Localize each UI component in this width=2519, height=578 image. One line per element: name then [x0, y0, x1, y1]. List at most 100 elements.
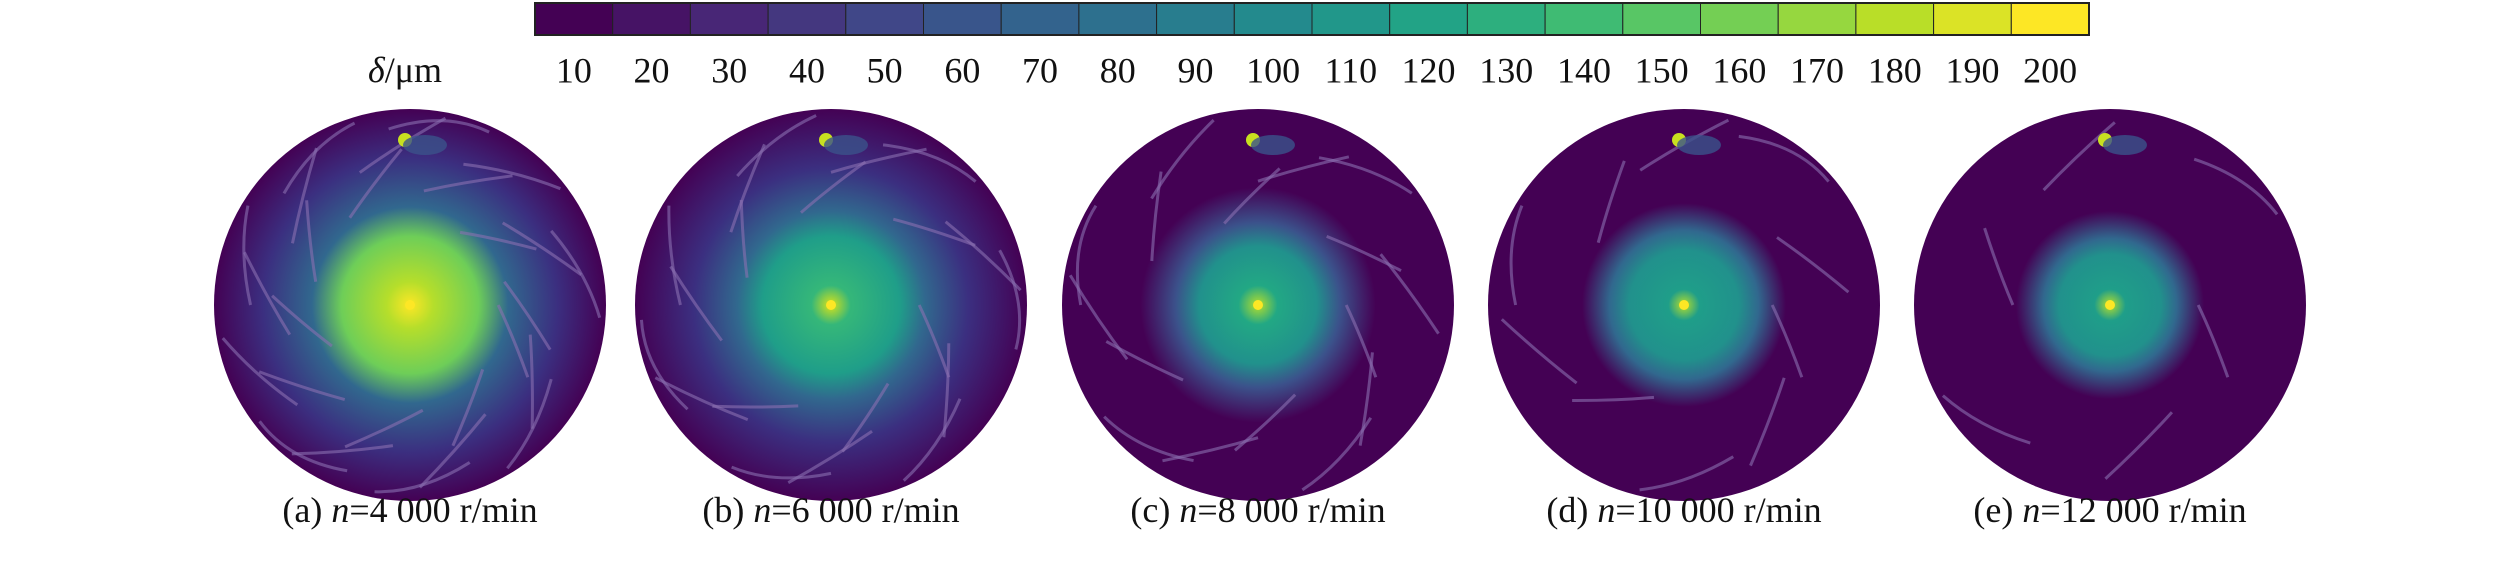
streak: [1596, 160, 1626, 244]
streak: [463, 162, 561, 191]
streak: [902, 398, 962, 482]
streak: [1500, 318, 1578, 385]
tick-label: 80: [1100, 50, 1136, 90]
color-step: [1933, 2, 2012, 36]
streak: [1105, 340, 1184, 382]
color-step: [689, 2, 769, 36]
caption-variable: n: [753, 490, 771, 530]
streak: [1150, 119, 1215, 200]
disks: (a) n=4 000 r/min (b) n=6 000 r/min (c) n=…: [214, 109, 2306, 530]
streak: [1941, 394, 2031, 445]
color-step: [1700, 2, 1779, 36]
streak: [892, 217, 976, 247]
streak: [243, 251, 292, 336]
color-step: [1233, 2, 1313, 36]
streak: [1770, 304, 1804, 378]
colorbar: 10 20 30 40 50 60 70 80 90 100 110 120 130 140 150 160 1…: [534, 2, 2090, 90]
tick-label: 170: [1790, 50, 1844, 90]
streak: [506, 378, 553, 470]
symbol: δ: [368, 50, 386, 90]
streak: [731, 465, 832, 480]
caption-text: =10 000 r/min: [1615, 490, 1821, 530]
tick-label: 50: [867, 50, 903, 90]
streak: [1738, 134, 1830, 183]
streak: [282, 121, 356, 195]
streak: [739, 199, 749, 278]
streak: [1749, 377, 1786, 467]
caption-text: =6 000 r/min: [771, 490, 959, 530]
streak: [271, 294, 333, 348]
caption-tag: (d): [1546, 490, 1597, 530]
streak: [1776, 236, 1850, 294]
tick-label: 70: [1022, 50, 1058, 90]
color-step: [767, 2, 847, 36]
caption-text: =12 000 r/min: [2040, 490, 2246, 530]
tick-label: 10: [556, 50, 592, 90]
caption-variable: n: [1179, 490, 1197, 530]
caption-variable: n: [2022, 490, 2040, 530]
streak: [2104, 411, 2174, 480]
disk-panel: (a) n=4 000 r/min: [214, 109, 606, 530]
color-step: [1544, 2, 1624, 36]
tick-label: 160: [1712, 50, 1766, 90]
color-step: [1777, 2, 1857, 36]
caption: (b) n=6 000 r/min: [702, 490, 959, 530]
streak: [1068, 274, 1129, 361]
color-step: [923, 2, 1002, 36]
streak: [1318, 156, 1413, 195]
streak: [1572, 395, 1655, 403]
streak: [917, 304, 951, 378]
streak: [1162, 436, 1259, 463]
tick-label: 140: [1557, 50, 1611, 90]
tick-label: 60: [944, 50, 980, 90]
tick-label: 200: [2023, 50, 2077, 90]
inlet-plume: [824, 135, 868, 155]
streak: [736, 114, 817, 177]
streak: [501, 221, 583, 276]
caption-tag: (b): [702, 490, 753, 530]
caption-variable: n: [1597, 490, 1615, 530]
streak: [221, 337, 299, 407]
streak: [1075, 204, 1098, 306]
streak: [374, 461, 471, 494]
streak: [882, 143, 977, 183]
streak: [998, 249, 1022, 350]
caption: (c) n=8 000 r/min: [1130, 490, 1385, 530]
streak: [1223, 167, 1281, 225]
streak: [1233, 393, 1297, 452]
tick-label: 120: [1402, 50, 1456, 90]
caption: (a) n=4 000 r/min: [282, 490, 537, 530]
streak: [669, 265, 723, 342]
caption: (d) n=10 000 r/min: [1546, 490, 1821, 530]
unit: /μm: [385, 50, 442, 90]
color-step: [1078, 2, 1158, 36]
inlet-plume: [2103, 135, 2147, 155]
color-step: [1156, 2, 1235, 36]
streak: [1326, 234, 1402, 273]
streak: [1639, 455, 1735, 492]
color-step: [845, 2, 924, 36]
streak: [459, 230, 537, 251]
streak: [451, 368, 485, 447]
streak: [1103, 415, 1194, 463]
streak: [1257, 155, 1350, 183]
streak: [1379, 253, 1440, 335]
caption-tag: (a): [282, 490, 331, 530]
tick-label: 100: [1246, 50, 1300, 90]
tick-label: 150: [1635, 50, 1689, 90]
streak: [423, 174, 513, 193]
streak: [2042, 121, 2116, 192]
streak: [550, 229, 602, 319]
streak: [496, 304, 530, 378]
streak: [1150, 171, 1163, 262]
center: [1253, 300, 1263, 310]
tick-label: 90: [1177, 50, 1213, 90]
streak: [639, 319, 689, 411]
color-step: [1622, 2, 1702, 36]
caption-tag: (e): [1973, 490, 2022, 530]
caption: (e) n=12 000 r/min: [1973, 490, 2246, 530]
caption-variable: n: [331, 490, 349, 530]
streak: [2193, 157, 2279, 216]
inlet-plume: [403, 135, 447, 155]
